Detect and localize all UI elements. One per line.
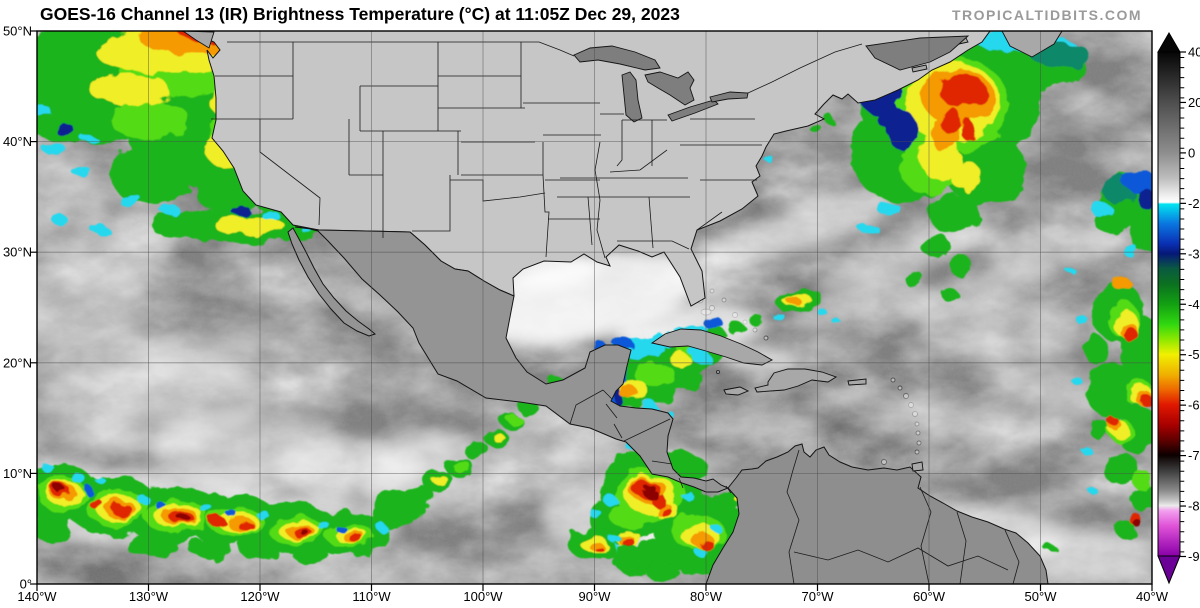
state-country-borders <box>211 41 1020 584</box>
bahamas-convection-spot <box>772 288 839 323</box>
colorbar-tick-label: -40 <box>1188 297 1200 312</box>
colorbar-gradient-bar <box>1157 51 1181 557</box>
colorbar-tick-label: -50 <box>1188 347 1200 362</box>
itcz-pacific-convection <box>37 376 564 563</box>
central-america-convection <box>590 450 746 577</box>
longitude-axis: 140°W 130°W 120°W 110°W 100°W 90°W 80°W 70°W 60°… <box>17 584 1169 604</box>
graticule-grid <box>37 31 1152 584</box>
colorbar-bottom-arrow <box>1157 555 1181 585</box>
lon-tick-label: 60°W <box>913 589 946 604</box>
lat-tick-label: 0° <box>20 577 32 592</box>
lon-tick-label: 70°W <box>802 589 835 604</box>
map-imagery <box>37 31 1152 584</box>
colorbar-tick-label: -60 <box>1188 398 1200 413</box>
watermark: TROPICALTIDBITS.COM <box>951 7 1142 23</box>
lon-tick-label: 100°W <box>463 589 503 604</box>
colorbar: 40 20 0 -20 -30 -40 -50 -60 -70 -80 -90 <box>1157 32 1200 585</box>
latitude-axis: 50°N 40°N 30°N 20°N 10°N 0° <box>3 24 37 592</box>
colorbar-tick-labels: 40 20 0 -20 -30 -40 -50 -60 -70 -80 -90 <box>1180 45 1200 564</box>
colorbar-tick-label: -30 <box>1188 246 1200 261</box>
lon-tick-label: 80°W <box>690 589 723 604</box>
colorbar-tick-label: -90 <box>1188 549 1200 564</box>
colorbar-tick-label: -70 <box>1188 448 1200 463</box>
colorbar-tick-label: 20 <box>1188 95 1200 110</box>
colorbar-tick-label: -20 <box>1188 196 1200 211</box>
east-atlantic-edge-convection <box>1065 170 1152 539</box>
lat-tick-label: 30°N <box>3 245 32 260</box>
lon-tick-label: 50°W <box>1025 589 1058 604</box>
lon-tick-label: 40°W <box>1136 589 1169 604</box>
lon-tick-label: 90°W <box>579 589 612 604</box>
lon-tick-label: 130°W <box>129 589 169 604</box>
colorbar-tick-label: -80 <box>1188 499 1200 514</box>
colorbar-tick-label: 40 <box>1188 45 1200 60</box>
lat-tick-label: 20°N <box>3 355 32 370</box>
page-title: GOES-16 Channel 13 (IR) Brightness Tempe… <box>40 4 680 24</box>
lat-tick-label: 10°N <box>3 466 32 481</box>
colorbar-top-arrow <box>1157 32 1181 53</box>
lat-tick-label: 40°N <box>3 134 32 149</box>
lat-tick-label: 50°N <box>3 24 32 39</box>
colorbar-tick-label: 0 <box>1188 145 1195 160</box>
lon-tick-label: 140°W <box>17 589 57 604</box>
lon-tick-label: 120°W <box>240 589 280 604</box>
lon-tick-label: 110°W <box>352 589 391 604</box>
